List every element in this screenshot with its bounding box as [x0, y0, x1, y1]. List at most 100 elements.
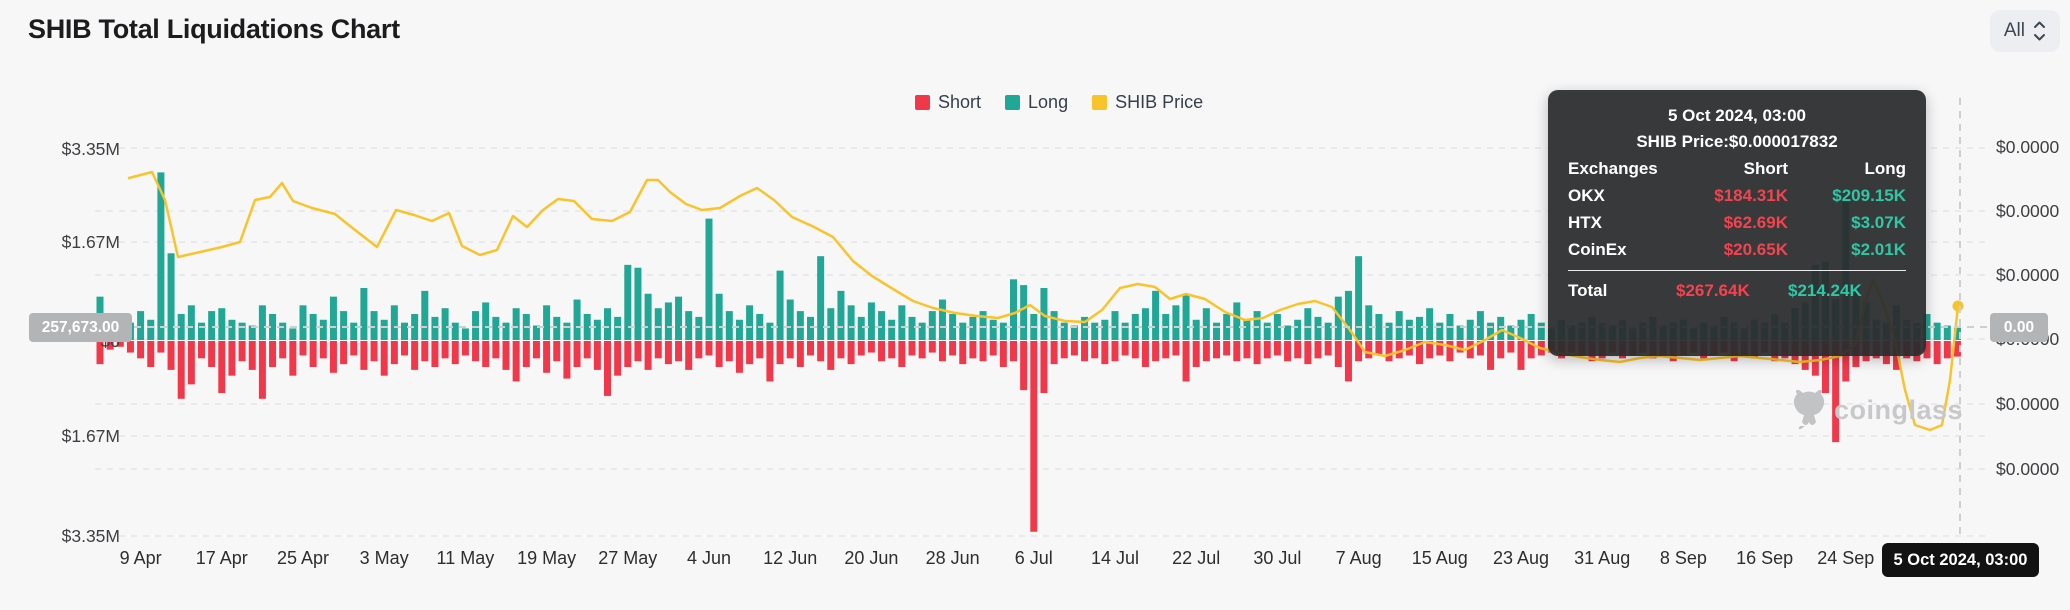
- short-bar: [949, 341, 957, 356]
- x-axis-label: 9 Apr: [120, 548, 162, 568]
- long-bar: [1517, 319, 1525, 340]
- short-bar: [116, 341, 124, 347]
- crosshair-left-value-badge: 257,673.00: [29, 313, 132, 342]
- chart-legend: Short Long SHIB Price: [915, 92, 1203, 113]
- short-bar: [786, 341, 794, 359]
- long-bar: [807, 316, 814, 340]
- short-bar: [1273, 341, 1281, 356]
- short-bar: [553, 341, 561, 362]
- long-bar: [1202, 308, 1210, 340]
- short-bar: [167, 341, 175, 370]
- long-bar: [695, 316, 703, 340]
- long-bar: [553, 316, 561, 340]
- long-bar: [1324, 322, 1332, 340]
- short-bar: [492, 341, 500, 359]
- short-bar: [1111, 341, 1119, 362]
- short-bar: [1456, 341, 1464, 353]
- short-bar: [248, 341, 256, 370]
- x-axis-label: 27 May: [598, 548, 657, 568]
- long-bar: [1101, 319, 1109, 340]
- x-axis-label: 6 Jul: [1015, 548, 1053, 568]
- long-bar: [401, 322, 408, 340]
- long-bar: [1273, 313, 1281, 340]
- short-bar: [1121, 341, 1129, 356]
- short-bar: [1811, 341, 1819, 376]
- y-axis-right-label: $0.0000: [1996, 265, 2060, 285]
- long-bar: [1111, 311, 1119, 340]
- short-bar: [1131, 341, 1139, 359]
- long-bar: [1263, 322, 1271, 340]
- long-bar: [492, 316, 500, 340]
- tooltip-long-value: $2.01K: [1851, 240, 1906, 259]
- tooltip-total-long: $214.24K: [1788, 281, 1862, 300]
- short-bar: [1416, 341, 1423, 365]
- long-bar: [248, 325, 256, 340]
- legend-item-short[interactable]: Short: [915, 92, 981, 113]
- long-bar: [725, 311, 733, 340]
- long-bar: [969, 316, 977, 340]
- long-bar: [1172, 305, 1180, 340]
- long-bar: [938, 299, 946, 340]
- long-bar: [157, 172, 165, 340]
- short-bar: [1314, 341, 1322, 359]
- short-bar: [807, 341, 814, 356]
- short-bar: [289, 341, 297, 376]
- short-bar: [593, 341, 601, 370]
- long-bar: [1476, 311, 1484, 340]
- tooltip-col-exchanges: Exchanges: [1568, 159, 1658, 178]
- short-bar: [1365, 341, 1373, 359]
- long-bar: [786, 299, 794, 340]
- short-bar: [867, 341, 875, 353]
- short-bar: [847, 341, 855, 365]
- long-bar: [319, 319, 327, 340]
- short-bar: [380, 341, 388, 376]
- tooltip-col-long: Long: [1864, 159, 1906, 178]
- long-bar: [1091, 322, 1099, 340]
- short-bar: [604, 341, 611, 396]
- short-bar: [401, 341, 408, 356]
- short-bar: [756, 341, 764, 359]
- short-bar: [817, 341, 825, 362]
- short-bar: [634, 341, 642, 362]
- y-axis-left-label: $3.35M: [62, 139, 120, 159]
- legend-item-shib-price[interactable]: SHIB Price: [1092, 92, 1203, 113]
- long-bar: [715, 293, 723, 340]
- short-bar: [624, 341, 632, 368]
- long-bar: [766, 322, 774, 340]
- short-bar: [928, 341, 936, 353]
- long-bar: [1284, 325, 1292, 340]
- long-bar: [654, 308, 662, 340]
- long-bar: [1375, 313, 1383, 340]
- short-bar: [1507, 341, 1515, 353]
- legend-item-long[interactable]: Long: [1005, 92, 1068, 113]
- short-bar: [1497, 341, 1505, 359]
- long-bar: [1385, 322, 1393, 340]
- long-bar: [857, 316, 865, 340]
- short-bar: [137, 341, 145, 359]
- short-bar: [1182, 341, 1190, 382]
- range-selector[interactable]: All: [1989, 10, 2060, 52]
- long-bar: [1020, 285, 1028, 340]
- tooltip-long-value: $209.15K: [1832, 186, 1906, 205]
- short-bar: [573, 341, 581, 368]
- short-bar: [938, 341, 946, 362]
- short-bar: [959, 341, 967, 365]
- short-bar: [1436, 341, 1444, 356]
- long-bar: [1497, 316, 1505, 340]
- long-bar: [532, 325, 540, 340]
- short-bar: [431, 341, 439, 368]
- y-axis-right-label: $0.0000: [1996, 459, 2060, 479]
- long-bar: [1334, 296, 1342, 340]
- short-bar: [664, 341, 672, 365]
- long-bar: [1426, 308, 1434, 340]
- short-bar: [1923, 341, 1931, 359]
- long-bar: [1233, 302, 1241, 340]
- long-bar: [370, 311, 378, 340]
- long-bar: [329, 296, 337, 340]
- short-bar: [96, 341, 104, 365]
- short-bar: [1101, 341, 1109, 365]
- short-bar: [411, 341, 419, 370]
- long-bar: [1314, 316, 1322, 340]
- chart-tooltip: 5 Oct 2024, 03:00 SHIB Price:$0.00001783…: [1548, 90, 1926, 356]
- short-bar: [654, 341, 662, 359]
